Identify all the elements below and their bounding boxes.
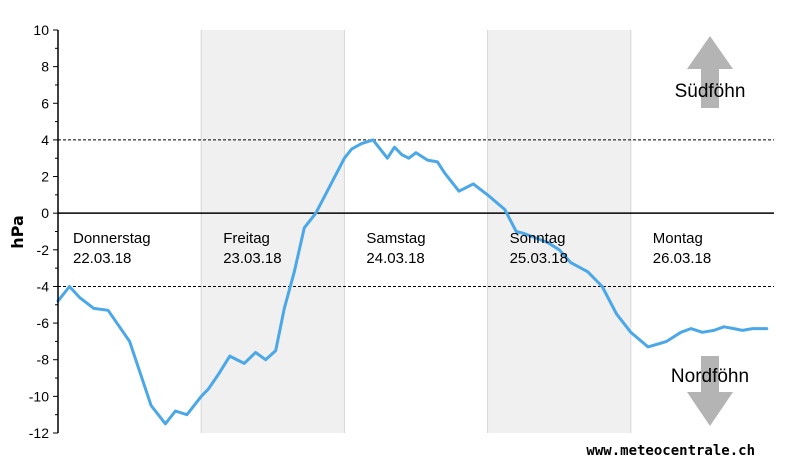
suedfoehn-label: Südföhn [675, 81, 746, 102]
y-tick-label: 8 [41, 59, 49, 75]
y-axis-label: hPa [8, 215, 27, 248]
y-tick-label: -6 [37, 315, 50, 331]
foehn-arrows [687, 36, 733, 426]
day-shade-3 [487, 30, 631, 433]
day-date: 23.03.18 [223, 250, 281, 267]
down-arrow-icon [687, 356, 733, 426]
day-date: 24.03.18 [366, 250, 424, 267]
y-tick-label: 0 [41, 205, 49, 221]
y-tick-label: 6 [41, 95, 49, 111]
series-layer [56, 138, 769, 426]
day-labels: Donnerstag 22.03.18 Freitag 23.03.18 Samstag… [73, 230, 711, 267]
y-tick-label: 4 [41, 132, 49, 148]
day-name: Montag [653, 230, 703, 247]
day-name: Sonntag [510, 230, 566, 247]
y-tick-label: -2 [37, 242, 50, 258]
series-line-0 [56, 138, 769, 426]
reference-lines [58, 139, 774, 287]
y-tick-label: -8 [37, 352, 50, 368]
day-date: 25.03.18 [510, 250, 568, 267]
grid-lines [200, 30, 632, 433]
y-tick-label: -12 [29, 425, 49, 441]
day-name: Freitag [223, 230, 270, 247]
y-tick-label: 10 [33, 22, 49, 38]
day-date: 26.03.18 [653, 250, 711, 267]
y-tick-label: 2 [41, 169, 49, 185]
source-credit: www.meteocentrale.ch [586, 443, 755, 459]
y-axis: 10 8 6 4 2 0 -2 -4 -6 -8 -10 -12 [29, 22, 59, 441]
y-tick-label: -4 [37, 278, 50, 294]
day-date: 22.03.18 [73, 250, 131, 267]
day-name: Donnerstag [73, 230, 151, 247]
up-arrow-icon [687, 36, 733, 108]
nordfoehn-label: Nordföhn [671, 366, 749, 387]
day-name: Samstag [366, 230, 425, 247]
y-tick-label: -10 [29, 388, 49, 404]
